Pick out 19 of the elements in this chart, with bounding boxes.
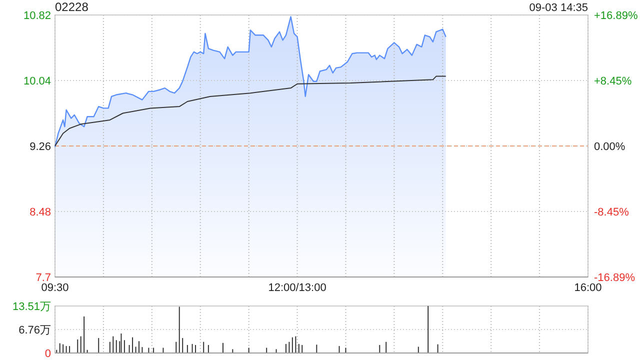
chart-title: 02228: [55, 0, 89, 14]
x-tick-label: 16:00: [574, 282, 602, 294]
y2-tick-label: 0.00%: [594, 140, 626, 153]
y-tick-label: 9.26: [30, 140, 51, 153]
y2-tick-label: +8.45%: [594, 75, 632, 88]
y2-tick-label: +16.89%: [594, 10, 638, 22]
y-tick-label: 7.7: [36, 272, 51, 284]
y2-tick-label: -16.89%: [594, 272, 636, 284]
x-tick-label: 12:00/13:00: [268, 282, 326, 294]
text: 09-03 14:35: [529, 2, 588, 14]
y-tick-label: 6.76万: [18, 324, 51, 336]
y2-tick-label: -8.45%: [594, 206, 630, 218]
y-tick-label: 0: [44, 348, 51, 360]
y-tick-label: 8.48: [30, 206, 51, 218]
x-tick-label: 09:30: [41, 282, 69, 294]
y-tick-label: 10.82: [23, 10, 51, 22]
y-tick-label: 10.04: [23, 75, 51, 88]
y-tick-label: 13.51万: [12, 300, 51, 313]
line-series: [54, 76, 446, 146]
